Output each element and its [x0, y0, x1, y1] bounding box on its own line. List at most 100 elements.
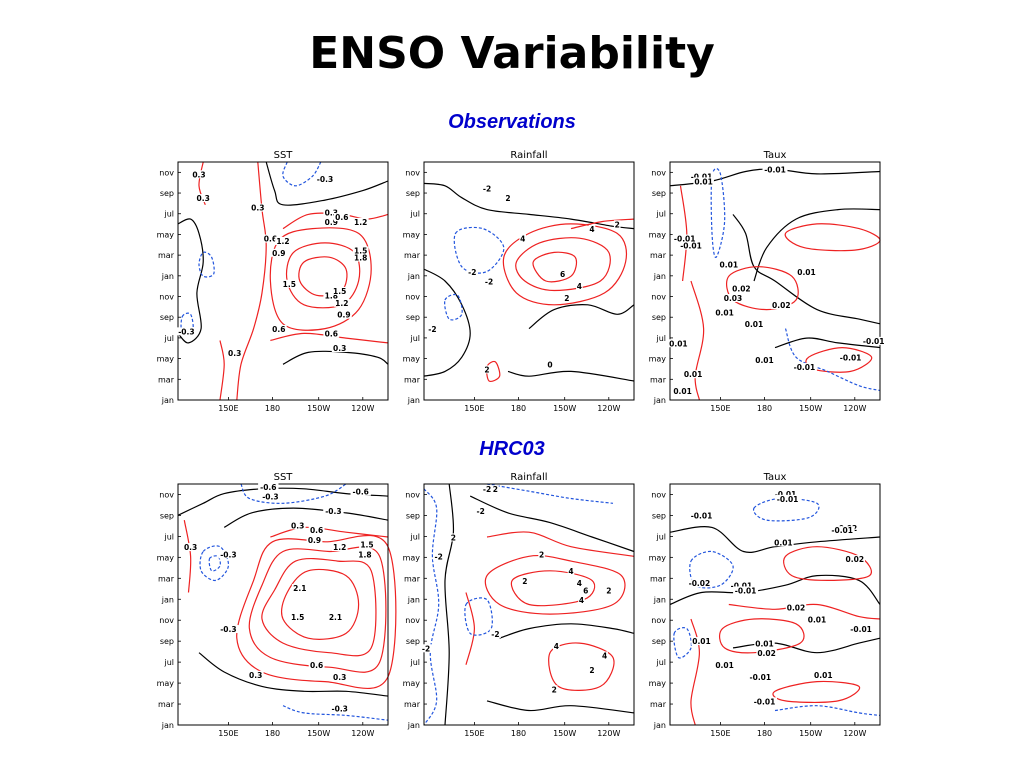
- plot-frame: [423, 483, 635, 726]
- contour-label-bg: [481, 184, 493, 193]
- contour-value-label: 0.3: [184, 543, 197, 552]
- section-label-observations: Observations: [448, 111, 576, 133]
- x-tick-label: 150E: [710, 404, 730, 413]
- x-tick-label: 150E: [464, 404, 484, 413]
- contour-value-label: 0.9: [325, 218, 338, 227]
- contour-label-bg: [722, 294, 744, 303]
- contour-label-bg: [553, 641, 560, 650]
- y-tick-label: nov: [405, 616, 420, 625]
- contour-value-label: -0.01: [749, 673, 771, 682]
- x-tick-label: 180: [511, 729, 526, 738]
- contour-value-label: 0.02: [846, 555, 865, 564]
- negative-contour: [208, 555, 221, 572]
- contour-label-bg: [350, 487, 371, 496]
- contour-value-label: 2: [539, 550, 544, 559]
- contour-label-bg: [563, 294, 571, 303]
- contour-label-bg: [218, 550, 239, 559]
- x-tick-label: 120W: [597, 729, 620, 738]
- contour-value-label: 2: [505, 194, 510, 203]
- y-tick-label: may: [403, 679, 421, 688]
- contour-value-label: -0.3: [331, 705, 347, 714]
- section-label-hrc03: HRC03: [479, 438, 545, 460]
- contour-label-bg: [331, 673, 348, 682]
- zero-contour: [223, 507, 389, 528]
- contour-value-label: -0.3: [262, 492, 278, 501]
- contour-label-bg: [578, 596, 585, 605]
- negative-contour: [444, 293, 463, 321]
- contour-value-label: 0.3: [192, 170, 205, 179]
- y-tick-label: sep: [652, 313, 666, 322]
- contour-label-bg: [336, 310, 352, 319]
- contour-label-bg: [672, 386, 693, 395]
- contour-label-bg: [306, 535, 323, 544]
- contour-label-bg: [176, 327, 197, 336]
- contour-label-bg: [492, 485, 499, 494]
- y-tick-label: sep: [160, 511, 174, 520]
- y-tick-label: jan: [653, 272, 666, 281]
- contour-label-bg: [613, 220, 621, 229]
- zero-contour: [265, 161, 389, 206]
- contour-label-bg: [668, 339, 689, 348]
- contour-value-label: -0.01: [863, 337, 885, 346]
- contour-label-bg: [733, 586, 759, 595]
- contour-label-bg: [260, 492, 281, 501]
- zero-contour: [282, 350, 389, 365]
- y-tick-label: mar: [404, 700, 421, 709]
- y-tick-label: sep: [406, 313, 420, 322]
- contour-value-label: 4: [602, 652, 607, 661]
- zero-contour: [423, 182, 635, 230]
- contour-label-bg: [693, 177, 714, 186]
- y-tick-label: nov: [159, 168, 174, 177]
- contour-value-label: -0.01: [680, 242, 702, 251]
- contour-value-label: 0.6: [264, 235, 277, 244]
- contour-label-bg: [829, 526, 855, 535]
- contour-value-label: 1.8: [358, 550, 371, 559]
- negative-contour: [240, 483, 347, 504]
- positive-contour: [219, 340, 225, 401]
- contour-value-label: -2: [483, 185, 491, 194]
- y-tick-label: may: [403, 553, 421, 562]
- contour-label-bg: [308, 661, 325, 670]
- contour-value-label: 6: [560, 270, 565, 279]
- contour-label-bg: [270, 248, 287, 257]
- positive-contour: [548, 642, 615, 691]
- negative-contour: [784, 328, 881, 392]
- contour-value-label: 2: [606, 586, 611, 595]
- contour-label-bg: [686, 579, 712, 588]
- contour-value-label: 2: [615, 220, 620, 229]
- contour-label-bg: [806, 615, 828, 624]
- contour-label-bg: [714, 661, 735, 670]
- plot-frame: [423, 161, 635, 401]
- contour-value-label: -0.02: [689, 579, 711, 588]
- contour-value-label: 2: [552, 685, 557, 694]
- contour-value-label: -2: [491, 630, 499, 639]
- contour-value-label: 0.01: [715, 308, 734, 317]
- y-tick-label: jul: [409, 532, 420, 541]
- contour-label-bg: [226, 348, 243, 357]
- contour-label-bg: [247, 670, 264, 679]
- contour-value-label: -2: [483, 485, 491, 494]
- contour-label-bg: [546, 360, 554, 369]
- contour-label-bg: [359, 540, 375, 549]
- contour-label-bg: [752, 697, 777, 706]
- contour-label-bg: [466, 267, 478, 276]
- contour-value-label: -0.3: [325, 507, 341, 516]
- panel-title: Rainfall: [510, 472, 547, 483]
- contour-label-bg: [352, 253, 369, 262]
- y-tick-label: mar: [650, 251, 667, 260]
- contour-label-bg: [426, 324, 438, 333]
- contour-label-bg: [682, 370, 704, 379]
- contour-label-bg: [323, 291, 340, 300]
- zero-contour: [198, 652, 389, 697]
- y-tick-label: jan: [161, 396, 174, 405]
- y-tick-label: may: [157, 230, 175, 239]
- contour-label-bg: [672, 234, 698, 243]
- positive-contour: [269, 227, 372, 331]
- contour-label-bg: [249, 203, 266, 212]
- contour-value-label: -0.01: [691, 173, 713, 182]
- contour-value-label: -0.3: [220, 550, 236, 559]
- contour-value-label: 1.2: [354, 218, 367, 227]
- contour-label-bg: [519, 234, 526, 243]
- contour-label-bg: [481, 485, 493, 494]
- contour-label-bg: [275, 236, 291, 245]
